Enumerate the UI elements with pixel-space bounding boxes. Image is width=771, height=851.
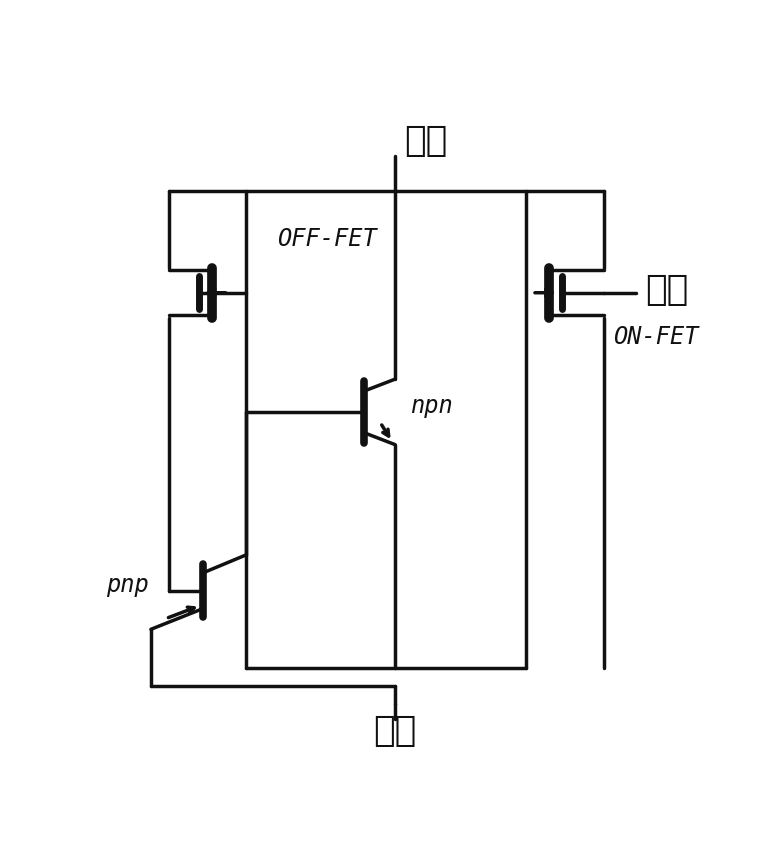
Text: 阳极: 阳极 [373,714,417,747]
Text: OFF-FET: OFF-FET [277,227,376,251]
Text: 栊极: 栊极 [645,273,689,306]
Text: 阴极: 阴极 [404,124,447,157]
Text: ON-FET: ON-FET [613,325,698,350]
Text: npn: npn [410,394,453,418]
Text: pnp: pnp [106,573,149,597]
